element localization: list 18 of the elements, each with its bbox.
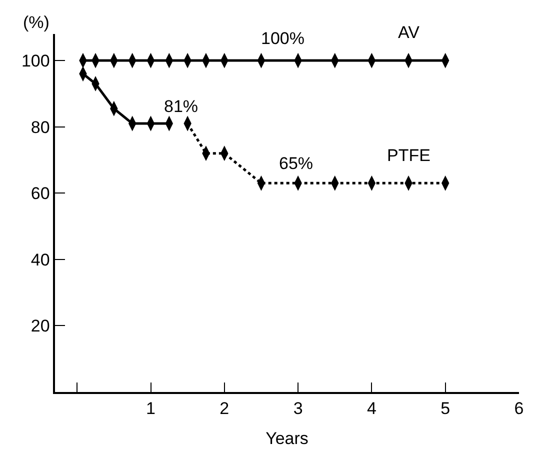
x-tick-label: 5 — [440, 399, 450, 418]
annotation: 65% — [279, 154, 314, 173]
series-label: PTFE — [387, 146, 430, 165]
x-tick-label: 1 — [146, 399, 156, 418]
annotation: 100% — [261, 29, 304, 48]
y-tick-label: 100 — [21, 51, 50, 70]
series-label: AV — [398, 23, 420, 42]
y-tick-label: 20 — [30, 316, 50, 336]
y-tick-label: 60 — [30, 184, 50, 204]
x-axis-title: Years — [266, 429, 308, 448]
y-axis-title: (%) — [23, 13, 50, 32]
x-tick-label: 3 — [293, 399, 303, 418]
y-tick-label: 80 — [30, 118, 50, 137]
x-tick-label: 4 — [366, 399, 376, 418]
annotation: 81% — [164, 97, 198, 116]
x-tick-label: 2 — [220, 399, 230, 418]
x-tick-label: 6 — [514, 399, 524, 418]
y-tick-label: 40 — [30, 250, 50, 270]
